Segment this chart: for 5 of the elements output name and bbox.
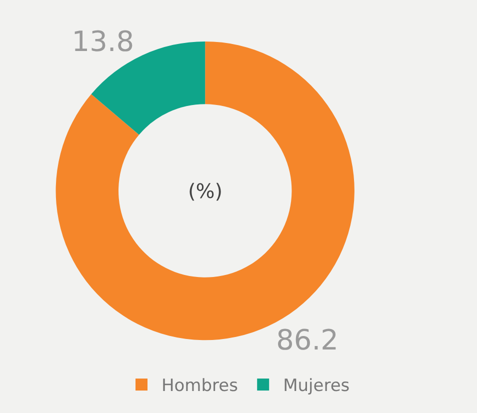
- data-label: 13.8: [72, 25, 134, 58]
- data-label: 86.2: [276, 323, 338, 356]
- legend-label: Mujeres: [283, 376, 350, 396]
- legend-label: Hombres: [162, 376, 238, 396]
- text: (%): [188, 179, 223, 203]
